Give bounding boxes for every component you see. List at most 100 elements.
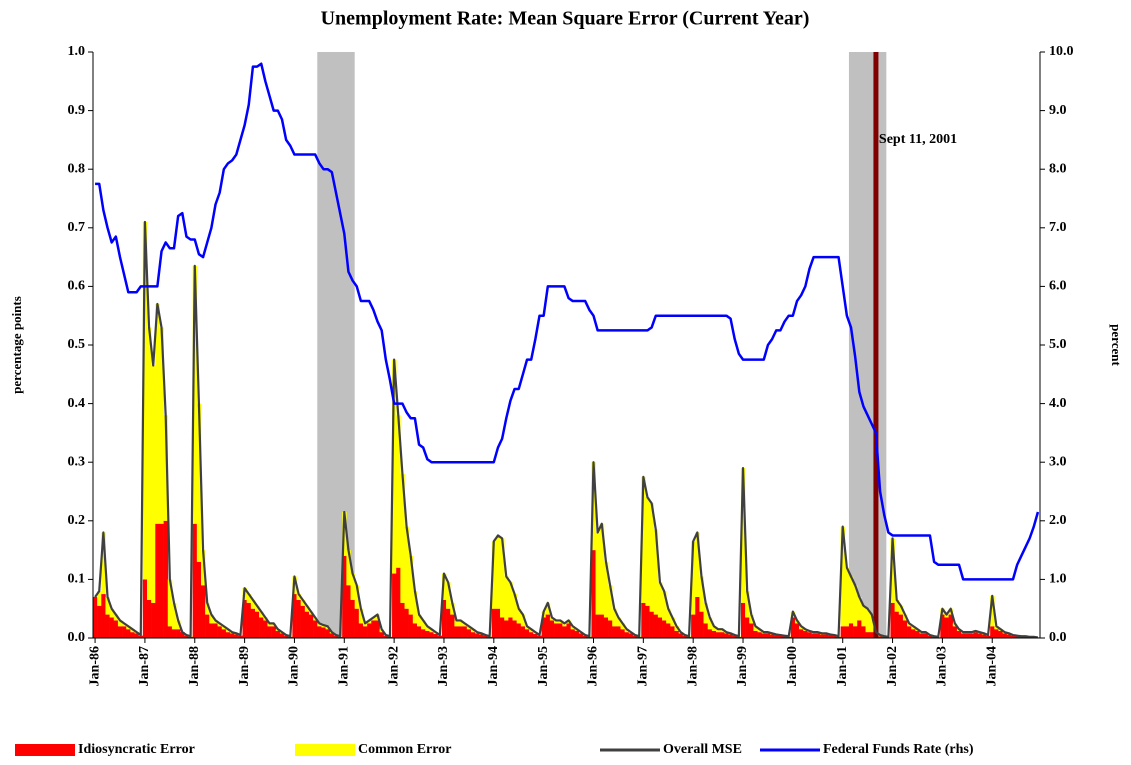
bar bbox=[865, 632, 871, 638]
bar bbox=[188, 636, 193, 638]
x-tick-label: Jan-98 bbox=[685, 646, 700, 686]
bar bbox=[259, 611, 264, 618]
y-tick-label: 0.3 bbox=[68, 454, 86, 469]
bar bbox=[703, 602, 709, 624]
bar bbox=[757, 632, 763, 638]
bar bbox=[288, 636, 293, 638]
bar bbox=[221, 626, 227, 630]
bar bbox=[566, 623, 571, 638]
x-tick-label: Jan-93 bbox=[436, 646, 451, 686]
bar bbox=[520, 626, 526, 638]
bar bbox=[786, 636, 792, 638]
x-tick-label: Jan-97 bbox=[636, 646, 651, 686]
bar bbox=[911, 626, 916, 630]
bar bbox=[142, 579, 148, 638]
bar bbox=[720, 632, 725, 638]
bar bbox=[101, 594, 106, 638]
bar bbox=[653, 614, 659, 638]
bar bbox=[695, 532, 700, 597]
bar bbox=[595, 532, 601, 615]
bar bbox=[990, 626, 995, 638]
bar bbox=[508, 582, 513, 618]
bar bbox=[986, 635, 991, 638]
bar bbox=[682, 635, 688, 638]
bar bbox=[853, 626, 858, 638]
bar bbox=[1019, 636, 1024, 638]
x-tick-label: Jan-90 bbox=[287, 646, 302, 686]
bar bbox=[396, 415, 401, 568]
bar bbox=[686, 636, 692, 638]
x-tick-label: Jan-04 bbox=[984, 646, 999, 686]
bar bbox=[857, 620, 862, 638]
y-tick-label: 0.9 bbox=[68, 103, 86, 118]
bar bbox=[479, 634, 484, 638]
bar bbox=[865, 608, 871, 633]
bar bbox=[657, 617, 663, 638]
bar bbox=[670, 626, 675, 638]
y-tick-label: 0.2 bbox=[68, 513, 86, 528]
bar bbox=[176, 620, 181, 630]
bar bbox=[304, 605, 310, 612]
bar bbox=[753, 630, 758, 638]
bar bbox=[458, 626, 463, 638]
bar bbox=[225, 629, 231, 633]
bar bbox=[516, 623, 522, 638]
bar bbox=[495, 608, 501, 638]
bar bbox=[475, 633, 480, 638]
bar bbox=[250, 599, 256, 609]
bar bbox=[329, 633, 335, 638]
bar bbox=[662, 620, 667, 638]
bar bbox=[745, 591, 750, 618]
bar bbox=[433, 633, 439, 638]
bar bbox=[362, 626, 368, 638]
bar bbox=[321, 627, 326, 638]
bar bbox=[142, 221, 148, 580]
bar bbox=[379, 632, 385, 638]
bar bbox=[404, 608, 409, 638]
bar bbox=[645, 497, 650, 606]
y2-tick-label: 0.0 bbox=[1049, 630, 1067, 645]
bar bbox=[774, 635, 779, 638]
bar bbox=[109, 617, 115, 638]
bar bbox=[454, 620, 459, 627]
bar bbox=[338, 636, 343, 638]
bar bbox=[529, 629, 534, 633]
bar bbox=[122, 623, 127, 627]
x-tick-label: Jan-88 bbox=[187, 646, 202, 686]
bar bbox=[254, 605, 260, 612]
bar bbox=[529, 632, 534, 638]
bar bbox=[500, 538, 505, 618]
bar bbox=[907, 623, 912, 627]
bar bbox=[703, 623, 709, 638]
bar bbox=[113, 614, 119, 621]
bar bbox=[184, 635, 189, 638]
bar bbox=[757, 629, 763, 633]
bar bbox=[487, 636, 493, 638]
bar bbox=[354, 585, 360, 609]
bar bbox=[300, 599, 306, 606]
bar bbox=[205, 614, 210, 638]
bar bbox=[882, 636, 887, 638]
bar bbox=[421, 629, 426, 638]
bar bbox=[653, 529, 659, 615]
y2-tick-label: 9.0 bbox=[1049, 103, 1067, 118]
legend-label: Federal Funds Rate (rhs) bbox=[823, 742, 974, 757]
bar bbox=[97, 591, 102, 606]
bar bbox=[196, 403, 202, 562]
bar bbox=[940, 614, 945, 638]
bar bbox=[624, 629, 630, 633]
bar bbox=[516, 608, 522, 624]
shaded-period bbox=[848, 52, 887, 638]
bar bbox=[641, 476, 646, 603]
y-tick-label: 1.0 bbox=[68, 44, 86, 59]
bar bbox=[662, 591, 667, 621]
bar bbox=[296, 594, 301, 600]
bar bbox=[358, 608, 364, 624]
bar bbox=[313, 620, 318, 638]
bar bbox=[520, 614, 526, 627]
bar bbox=[342, 555, 347, 638]
bar bbox=[836, 636, 841, 638]
bar bbox=[93, 596, 98, 638]
bar bbox=[599, 614, 605, 638]
bar bbox=[346, 585, 351, 638]
